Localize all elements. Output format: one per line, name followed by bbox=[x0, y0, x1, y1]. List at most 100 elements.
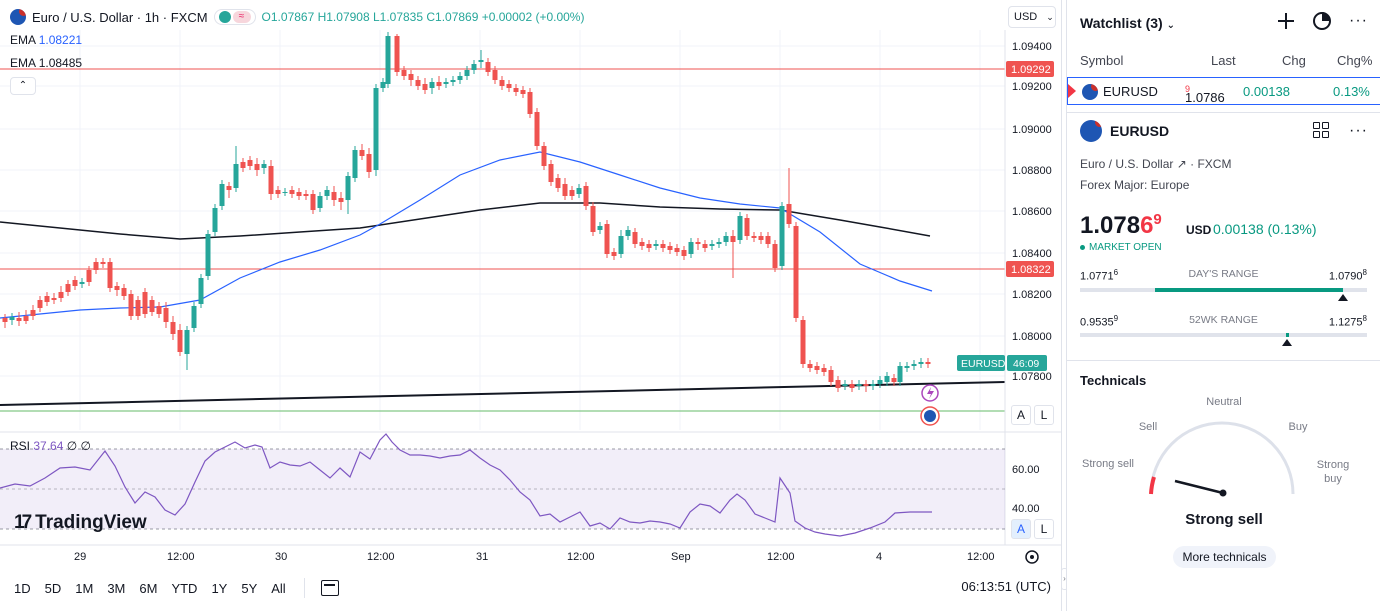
column-chgpct[interactable]: Chg% bbox=[1337, 53, 1373, 68]
technicals-gauge bbox=[1149, 421, 1295, 497]
price-label: 1.09000 bbox=[1012, 124, 1052, 136]
ema-slow-legend[interactable]: EMA 1.08485 bbox=[10, 56, 82, 70]
timeframe-1m[interactable]: 1M bbox=[75, 580, 94, 596]
ema-fast-legend[interactable]: EMA 1.08221 bbox=[10, 33, 82, 47]
column-last[interactable]: Last bbox=[1211, 53, 1236, 68]
time-label: 30 bbox=[275, 551, 287, 563]
days-high-sup: 8 bbox=[1362, 268, 1367, 277]
settings-gear-icon[interactable] bbox=[1025, 550, 1039, 564]
candle-body bbox=[352, 150, 358, 178]
utc-clock[interactable]: 06:13:51 (UTC) bbox=[961, 579, 1051, 594]
symbol-title[interactable]: Euro / U.S. Dollar · 1h · FXCM bbox=[32, 9, 208, 25]
chart-area[interactable]: 1.09400 1.09200 1.09000 1.08800 1.08600 … bbox=[0, 0, 1062, 611]
ema-slow-line bbox=[0, 202, 931, 240]
days-low-main: 1.0771 bbox=[1080, 270, 1114, 283]
rsi-auto-scale-button[interactable]: A bbox=[1011, 519, 1031, 539]
rsi-extra: ∅ ∅ bbox=[66, 439, 91, 453]
timeframe-all[interactable]: All bbox=[271, 580, 286, 596]
candle-body bbox=[394, 36, 400, 72]
candle-body bbox=[667, 246, 673, 250]
candle-body bbox=[646, 244, 652, 248]
more-options-icon[interactable]: ··· bbox=[1349, 122, 1368, 139]
add-symbol-icon[interactable] bbox=[1277, 12, 1295, 30]
rsi-pane[interactable]: 60.00 40.00 bbox=[0, 431, 1062, 537]
big-price: 1.07869 bbox=[1080, 211, 1162, 240]
calendar-icon[interactable] bbox=[320, 580, 339, 596]
more-options-icon[interactable]: ··· bbox=[1349, 12, 1368, 29]
candle-body bbox=[240, 162, 246, 168]
ema-label: EMA bbox=[10, 33, 36, 47]
pie-chart-icon[interactable] bbox=[1313, 12, 1332, 30]
timeframe-6m[interactable]: 6M bbox=[139, 580, 158, 596]
days-range-label: DAY'S RANGE bbox=[1188, 268, 1259, 280]
log-scale-button[interactable]: L bbox=[1034, 405, 1054, 425]
watchlist-title[interactable]: Watchlist (3) ⌄ bbox=[1080, 15, 1175, 31]
candle-body bbox=[142, 292, 148, 314]
marker-lower-bg bbox=[1006, 261, 1054, 277]
candle-body bbox=[317, 196, 323, 208]
collapse-legend-button[interactable]: ⌃ bbox=[10, 77, 36, 95]
column-chg[interactable]: Chg bbox=[1282, 53, 1306, 68]
symbol-legend[interactable]: Euro / U.S. Dollar · 1h · FXCM ≈ O1.0786… bbox=[10, 9, 584, 25]
candle-body bbox=[849, 384, 855, 388]
candle-body bbox=[569, 190, 575, 196]
price-label: 1.08600 bbox=[1012, 206, 1052, 218]
candle-body bbox=[226, 186, 232, 190]
status-pill[interactable]: ≈ bbox=[213, 9, 256, 25]
lightning-event-icon[interactable] bbox=[921, 384, 939, 402]
tradingview-logo[interactable]: 17 TradingView bbox=[14, 512, 147, 534]
timeframe-ytd[interactable]: YTD bbox=[171, 580, 198, 596]
description-text[interactable]: Euro / U.S. Dollar bbox=[1080, 157, 1174, 171]
column-symbol[interactable]: Symbol bbox=[1080, 53, 1124, 68]
chevron-down-icon: ⌄ bbox=[1046, 12, 1054, 22]
timeframe-3m[interactable]: 3M bbox=[107, 580, 126, 596]
currency-button[interactable]: USD ⌄ bbox=[1008, 6, 1056, 28]
candle-body bbox=[821, 368, 827, 372]
price-label: 1.08400 bbox=[1012, 248, 1052, 260]
timeframe-1d[interactable]: 1D bbox=[14, 580, 31, 596]
timeframe-1y[interactable]: 1Y bbox=[211, 580, 228, 596]
market-open-dot-icon bbox=[218, 11, 231, 23]
candle-body bbox=[548, 164, 554, 182]
time-label: 12:00 bbox=[567, 551, 595, 563]
days-range-fill bbox=[1154, 288, 1343, 292]
currency-label: USD bbox=[1014, 11, 1038, 23]
eu-flag-event-icon[interactable] bbox=[920, 406, 940, 426]
candle-body bbox=[86, 270, 92, 282]
candlestick-series bbox=[2, 32, 931, 392]
candle-body bbox=[625, 230, 631, 236]
candle-body bbox=[765, 236, 771, 244]
rsi-legend[interactable]: RSI 37.64 ∅ ∅ bbox=[10, 439, 91, 453]
candle-body bbox=[23, 316, 29, 321]
timeframe-5d[interactable]: 5D bbox=[44, 580, 62, 596]
days-range-high: 1.07908 bbox=[1329, 268, 1367, 283]
right-panel: Watchlist (3) ⌄ ··· Symbol Last Chg Chg%… bbox=[1066, 0, 1380, 611]
time-axis[interactable]: 29 12:00 30 12:00 31 12:00 Sep 12:00 4 1… bbox=[0, 544, 1062, 564]
layout-grid-icon[interactable] bbox=[1313, 122, 1330, 138]
watchlist-columns: Symbol Last Chg Chg% bbox=[1067, 50, 1380, 72]
candle-body bbox=[289, 190, 295, 194]
external-link-icon[interactable]: ↗ bbox=[1176, 157, 1187, 171]
watchlist-row[interactable]: EURUSD 1.0786 9 0.00138 0.13% bbox=[1067, 77, 1380, 105]
candle-body bbox=[457, 76, 463, 80]
wave-icon: ≈ bbox=[232, 11, 251, 23]
chart-canvas[interactable]: 1.09400 1.09200 1.09000 1.08800 1.08600 … bbox=[0, 0, 1062, 611]
candle-body bbox=[310, 194, 316, 210]
candle-body bbox=[527, 92, 533, 114]
candle-body bbox=[877, 380, 883, 384]
details-symbol[interactable]: EURUSD bbox=[1110, 123, 1170, 139]
details-category: Forex Major: Europe bbox=[1080, 178, 1190, 192]
rsi-band bbox=[0, 449, 1005, 529]
time-label: 12:00 bbox=[967, 551, 995, 563]
rsi-log-scale-button[interactable]: L bbox=[1034, 519, 1054, 539]
days-range-marker bbox=[1337, 294, 1348, 301]
timeframe-5y[interactable]: 5Y bbox=[241, 580, 258, 596]
more-technicals-button[interactable]: More technicals bbox=[1173, 546, 1276, 568]
candle-body bbox=[170, 322, 176, 334]
candle-body bbox=[79, 282, 85, 284]
chevron-up-icon: ⌃ bbox=[18, 80, 28, 91]
price-axis[interactable]: 1.09400 1.09200 1.09000 1.08800 1.08600 … bbox=[1004, 30, 1054, 545]
current-price-tag[interactable]: EURUSD 46:09 bbox=[957, 355, 1047, 371]
auto-scale-button[interactable]: A bbox=[1011, 405, 1031, 425]
